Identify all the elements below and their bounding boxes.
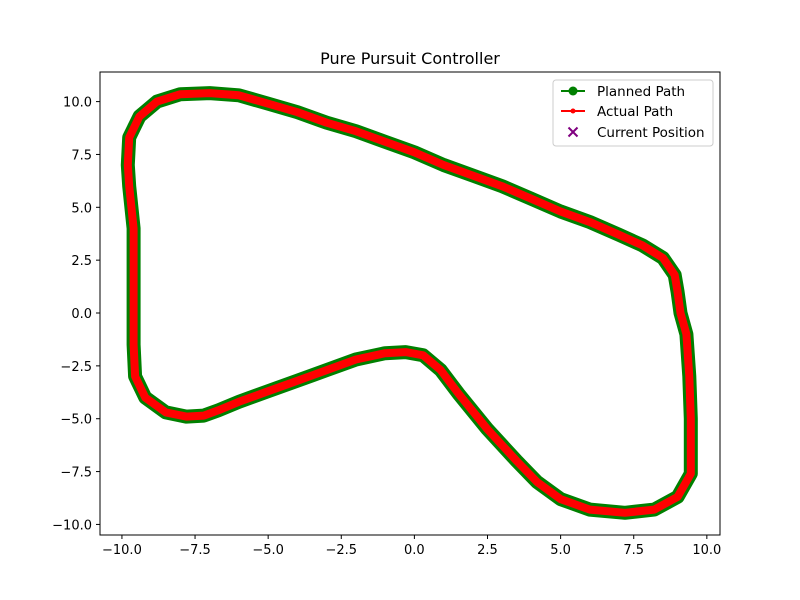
legend-item-actual-path: Actual Path	[561, 104, 673, 120]
x-tick-label: −5.0	[252, 543, 284, 558]
series-point-actual-path	[141, 394, 149, 402]
legend-marker-planned-path	[568, 86, 578, 96]
series-point-actual-path	[206, 89, 214, 97]
series-point-actual-path	[674, 288, 682, 296]
y-tick-label: 2.5	[71, 254, 92, 269]
series-point-actual-path	[682, 330, 690, 338]
series-point-actual-path	[650, 506, 658, 514]
series-point-actual-path	[235, 398, 243, 406]
legend-item-planned-path: Planned Path	[561, 84, 685, 100]
chart-title: Pure Pursuit Controller	[320, 49, 500, 68]
series-point-actual-path	[484, 425, 491, 433]
x-tick-label: −2.5	[325, 543, 357, 558]
y-tick-label: 0.0	[71, 307, 92, 322]
series-point-actual-path	[440, 161, 448, 169]
legend-item-current-position: Current Position	[567, 125, 705, 141]
series-point-actual-path	[214, 406, 222, 414]
series-point-actual-path	[685, 372, 693, 380]
legend-frame	[552, 79, 714, 147]
series-point-actual-path	[200, 412, 208, 420]
series-point-actual-path	[162, 408, 170, 416]
series-point-actual-path	[352, 127, 360, 135]
x-tick-label: 7.5	[623, 543, 644, 558]
series-point-actual-path	[437, 366, 445, 374]
series-point-actual-path	[586, 506, 594, 514]
series-point-actual-path	[130, 224, 138, 232]
plot-area	[120, 86, 698, 520]
x-tick-label: 0.0	[404, 543, 425, 558]
series-point-actual-path	[293, 377, 301, 385]
legend-marker-actual-path	[570, 108, 576, 114]
series-point-actual-path	[469, 172, 477, 180]
series-point-actual-path	[381, 349, 389, 357]
series-point-actual-path	[410, 148, 418, 156]
series-point-actual-path	[639, 241, 646, 249]
series-point-actual-path	[124, 161, 132, 169]
series-point-actual-path	[533, 478, 541, 486]
legend-label-current-position: Current Position	[597, 125, 705, 141]
series-point-actual-path	[130, 341, 138, 349]
series-point-actual-path	[381, 138, 389, 146]
series-point-actual-path	[687, 470, 695, 478]
series-point-actual-path	[130, 267, 138, 275]
axes-frame	[99, 71, 721, 536]
y-tick-label: 5.0	[71, 201, 92, 216]
series-point-actual-path	[527, 195, 535, 203]
x-tick-label: −10.0	[102, 543, 142, 558]
series-point-actual-path	[293, 108, 301, 116]
y-tick-label: −2.5	[60, 360, 92, 375]
y-tick-label: −7.5	[60, 466, 92, 481]
series-line-actual-path	[123, 89, 695, 517]
series-point-actual-path	[131, 372, 139, 380]
series-point-actual-path	[615, 231, 623, 239]
series-point-actual-path	[677, 309, 684, 317]
legend-label-actual-path: Actual Path	[597, 104, 673, 120]
series-point-actual-path	[402, 348, 410, 356]
legend-marker-current-position	[567, 126, 579, 138]
series-point-actual-path	[153, 98, 161, 106]
series-point-actual-path	[264, 387, 272, 395]
x-tick-label: 10.0	[692, 543, 721, 558]
series-point-actual-path	[687, 446, 695, 454]
y-tick-label: 7.5	[71, 148, 92, 163]
series-point-actual-path	[454, 389, 462, 397]
series-point-actual-path	[659, 254, 667, 262]
series-point-actual-path	[674, 493, 682, 501]
series-point-actual-path	[323, 119, 331, 127]
legend-label-planned-path: Planned Path	[597, 84, 685, 100]
series-point-actual-path	[130, 309, 138, 317]
series-point-actual-path	[557, 495, 565, 503]
series-point-actual-path	[352, 356, 360, 363]
series-point-actual-path	[264, 100, 272, 108]
series-point-actual-path	[125, 134, 133, 141]
y-tick-label: −10.0	[52, 518, 92, 533]
series-point-actual-path	[557, 208, 565, 215]
y-tick-label: 10.0	[63, 96, 92, 111]
series-point-actual-path	[621, 509, 629, 517]
series-point-actual-path	[176, 90, 184, 98]
series-point-actual-path	[419, 351, 427, 359]
series-point-actual-path	[323, 366, 331, 374]
series-point-actual-path	[671, 271, 679, 279]
legend: Planned Path Actual Path Current Positio…	[552, 79, 714, 147]
series-point-actual-path	[513, 457, 521, 465]
series-point-actual-path	[235, 91, 243, 99]
series-point-actual-path	[182, 413, 190, 421]
y-tick-label: −5.0	[60, 413, 92, 428]
x-tick-label: 5.0	[550, 543, 571, 558]
x-tick-label: 2.5	[477, 543, 498, 558]
axes: −10.0 −7.5 −5.0 −2.5 0.0 2.5 5.0 7.5 10.0 −10.0 −7…	[52, 71, 721, 558]
series-point-actual-path	[687, 415, 695, 423]
series-point-actual-path	[136, 112, 143, 120]
series-point-actual-path	[498, 182, 506, 190]
x-tick-label: −7.5	[179, 543, 211, 558]
series-point-actual-path	[586, 218, 594, 226]
series-point-actual-path	[125, 182, 133, 190]
